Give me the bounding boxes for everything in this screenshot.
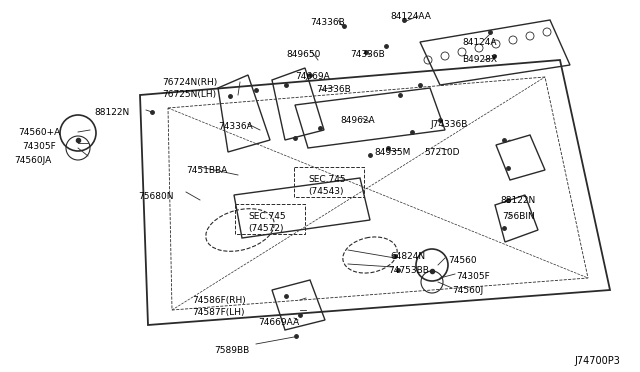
Text: 74587F(LH): 74587F(LH) bbox=[192, 308, 244, 317]
Text: 74305F: 74305F bbox=[456, 272, 490, 281]
Text: 76724N(RH): 76724N(RH) bbox=[162, 78, 217, 87]
Text: J74700P3: J74700P3 bbox=[574, 356, 620, 366]
Text: 74753BB: 74753BB bbox=[388, 266, 429, 275]
Text: 76725N(LH): 76725N(LH) bbox=[162, 90, 216, 99]
Text: SEC.745: SEC.745 bbox=[248, 212, 285, 221]
Text: B4928X: B4928X bbox=[462, 55, 497, 64]
Text: 7589BB: 7589BB bbox=[214, 346, 249, 355]
Text: (74572): (74572) bbox=[248, 224, 284, 233]
Text: 84962A: 84962A bbox=[340, 116, 374, 125]
Text: 74336B: 74336B bbox=[310, 18, 345, 27]
Text: 74336B: 74336B bbox=[350, 50, 385, 59]
Text: 74560J: 74560J bbox=[452, 286, 483, 295]
Text: 74336A: 74336A bbox=[218, 122, 253, 131]
Text: 75680N: 75680N bbox=[138, 192, 173, 201]
Text: 7451BBA: 7451BBA bbox=[186, 166, 227, 175]
Text: 74586F(RH): 74586F(RH) bbox=[192, 296, 246, 305]
Text: 74336B: 74336B bbox=[316, 85, 351, 94]
Text: J74336B: J74336B bbox=[430, 120, 467, 129]
Text: 74560: 74560 bbox=[448, 256, 477, 265]
Text: 756BIN: 756BIN bbox=[502, 212, 535, 221]
Text: 74669A: 74669A bbox=[295, 72, 330, 81]
Text: 74560+A: 74560+A bbox=[18, 128, 60, 137]
Text: 74560JA: 74560JA bbox=[14, 156, 51, 165]
Text: 84124A: 84124A bbox=[462, 38, 497, 47]
Text: 57210D: 57210D bbox=[424, 148, 460, 157]
Text: 84935M: 84935M bbox=[374, 148, 410, 157]
Text: 84124AA: 84124AA bbox=[390, 12, 431, 21]
Text: 849650: 849650 bbox=[286, 50, 321, 59]
Text: (74543): (74543) bbox=[308, 187, 344, 196]
Text: 88122N: 88122N bbox=[500, 196, 535, 205]
Text: 64824N: 64824N bbox=[390, 252, 425, 261]
Text: 88122N: 88122N bbox=[94, 108, 129, 117]
Text: SEC.745: SEC.745 bbox=[308, 175, 346, 184]
Text: 74669AA: 74669AA bbox=[258, 318, 299, 327]
Text: 74305F: 74305F bbox=[22, 142, 56, 151]
